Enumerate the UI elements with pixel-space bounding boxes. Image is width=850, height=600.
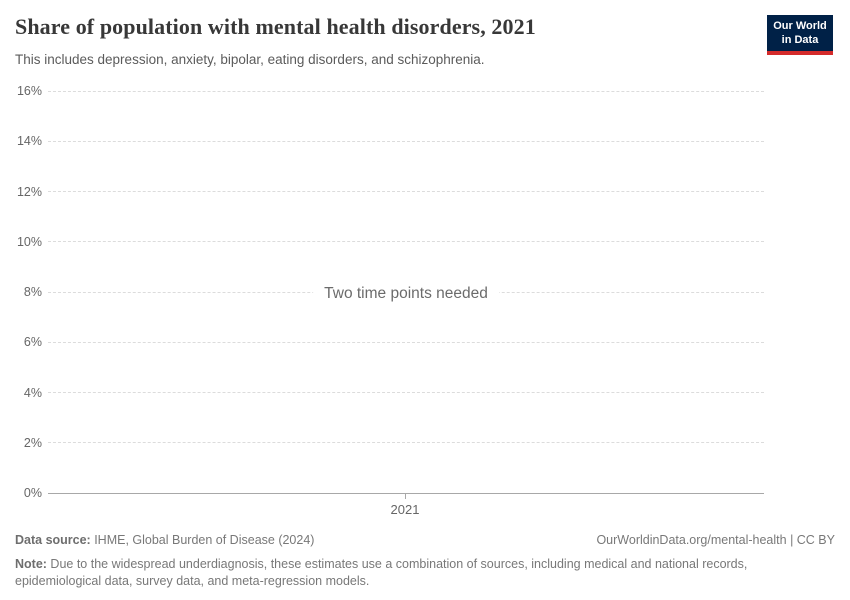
chart-footer: Data source: IHME, Global Burden of Dise… [15,532,835,590]
x-axis-tick-mark [405,493,406,499]
data-source-value: IHME, Global Burden of Disease (2024) [90,533,315,547]
grid-row: 2% [15,436,764,450]
owid-logo[interactable]: Our World in Data [767,15,833,55]
grid-row: 16% [15,84,764,98]
owid-logo-red-bar [767,50,833,55]
note-line: Note: Due to the widespread underdiagnos… [15,556,835,590]
note-value: Due to the widespread underdiagnosis, th… [15,556,748,588]
gridline [48,90,764,92]
gridline [48,241,764,243]
y-tick-label: 4% [23,385,42,400]
chart-subtitle: This includes depression, anxiety, bipol… [15,52,485,67]
note-label: Note: [15,556,47,571]
grid-row: 0% [15,486,764,500]
y-tick-label: 2% [23,435,42,450]
x-axis-line [48,492,764,494]
y-tick-label: 14% [16,134,42,149]
plot-area: Two time points needed 2021 16% 14% 12% 10%… [15,84,764,517]
gridline [48,191,764,192]
gridline [48,140,764,142]
y-tick-label: 6% [23,335,42,350]
grid-row: 10% [15,235,764,249]
grid-row: 14% [15,134,764,148]
y-tick-label: 12% [16,184,42,199]
gridline [48,341,764,343]
owid-logo-line1: Our World [773,20,827,32]
grid-row: 12% [15,185,764,199]
data-source-line: Data source: IHME, Global Burden of Dise… [15,532,314,549]
x-tick-label: 2021 [390,502,420,517]
grid-row: 6% [15,335,764,349]
y-tick-label: 8% [23,285,42,299]
data-source-label: Data source: [15,533,91,547]
gridline [48,442,764,444]
y-tick-label: 16% [16,84,42,98]
owid-logo-box: Our World in Data [767,15,833,51]
y-tick-label: 0% [23,486,42,500]
chart-title: Share of population with mental health d… [15,14,536,39]
attribution-link[interactable]: OurWorldinData.org/mental-health | CC BY [596,533,835,547]
y-tick-label: 10% [16,234,42,249]
owid-logo-line2: in Data [781,34,819,47]
empty-state-message: Two time points needed [313,284,499,304]
gridline [48,392,764,393]
grid-row: 4% [15,386,764,400]
